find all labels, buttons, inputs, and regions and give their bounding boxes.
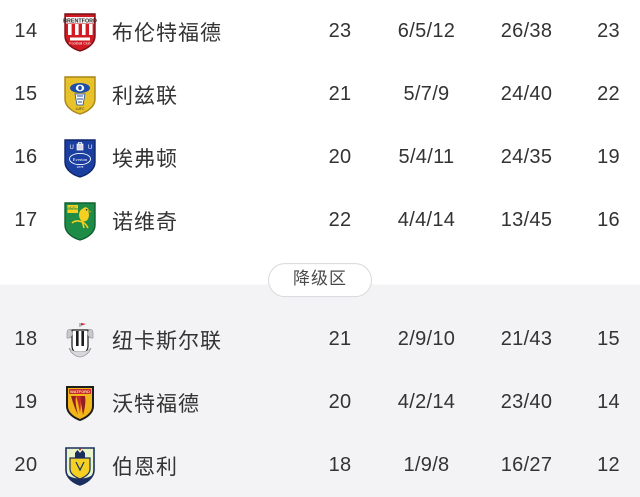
goals-for-against: 13/45	[500, 209, 553, 231]
newcastle-united-crest	[52, 320, 108, 360]
relegation-zone-badge: 降级区	[268, 263, 372, 297]
matches-played: 21	[328, 328, 352, 350]
svg-text:Everton: Everton	[73, 157, 88, 162]
win-draw-loss: 1/9/8	[403, 454, 450, 476]
win-draw-loss: 4/4/14	[397, 209, 456, 231]
table-row[interactable]: 16 U U Everton 1878 埃弗顿 20 5/4/11 24/35 …	[0, 126, 640, 189]
brentford-crest-svg: BRENTFORD Football Club	[63, 12, 97, 52]
team-name: 利兹联	[112, 84, 178, 108]
team-name: 纽卡斯尔联	[112, 329, 222, 353]
watford-crest: WATFORD	[52, 383, 108, 423]
svg-text:BRENTFORD: BRENTFORD	[63, 18, 97, 24]
points: 23	[597, 20, 620, 42]
win-draw-loss: 6/5/12	[397, 20, 456, 42]
svg-text:NCFC: NCFC	[68, 205, 77, 209]
table-row[interactable]: 17 NCFC 诺维奇 22 4/4/14 13/45 16	[0, 189, 640, 252]
win-draw-loss: 5/4/11	[398, 146, 455, 168]
leeds-united-crest-svg: LUFC	[64, 75, 96, 115]
svg-text:U: U	[70, 145, 74, 151]
rank-number: 19	[14, 391, 38, 413]
points: 14	[597, 391, 620, 413]
watford-crest-svg: WATFORD	[66, 385, 94, 421]
matches-played: 23	[328, 20, 352, 42]
brentford-crest: BRENTFORD Football Club	[52, 12, 108, 52]
rank-number: 20	[14, 454, 38, 476]
points: 12	[597, 454, 620, 476]
rank-number: 17	[14, 209, 38, 231]
team-name: 伯恩利	[112, 455, 178, 479]
team-name: 诺维奇	[112, 210, 178, 234]
table-row[interactable]: 20 伯恩利 18 1/9/8 16/27 12	[0, 434, 640, 497]
svg-text:U: U	[88, 145, 92, 151]
points: 22	[597, 83, 620, 105]
table-row[interactable]: 18 纽卡斯尔联 21 2/9/10 21/43 15	[0, 308, 640, 371]
svg-text:Football Club: Football Club	[69, 41, 90, 45]
matches-played: 21	[328, 83, 352, 105]
points: 16	[597, 209, 620, 231]
svg-text:LUFC: LUFC	[76, 107, 85, 111]
relegation-badge-wrapper: 降级区	[0, 263, 640, 297]
win-draw-loss: 2/9/10	[397, 328, 456, 350]
team-name: 沃特福德	[112, 392, 200, 416]
table-row[interactable]: 14 BRENTFORD Football Club 布伦特福德 23 6/5/…	[0, 0, 640, 63]
goals-for-against: 16/27	[500, 454, 553, 476]
rank-number: 18	[14, 328, 38, 350]
norwich-city-crest-svg: NCFC	[64, 201, 96, 241]
points: 19	[597, 146, 620, 168]
matches-played: 18	[328, 454, 352, 476]
rank-number: 14	[14, 20, 38, 42]
burnley-crest	[52, 446, 108, 486]
points: 15	[597, 328, 620, 350]
table-row[interactable]: 15 LUFC 利兹联 21 5/7/9 24/40 22	[0, 63, 640, 126]
goals-for-against: 26/38	[500, 20, 553, 42]
team-name: 布伦特福德	[112, 21, 222, 45]
everton-crest: U U Everton 1878	[52, 138, 108, 178]
svg-text:WATFORD: WATFORD	[70, 389, 90, 394]
goals-for-against: 23/40	[500, 391, 553, 413]
newcastle-united-crest-svg	[66, 322, 94, 357]
leeds-united-crest: LUFC	[52, 75, 108, 115]
norwich-city-crest: NCFC	[52, 201, 108, 241]
everton-crest-svg: U U Everton 1878	[64, 138, 96, 178]
table-row[interactable]: 19 WATFORD 沃特福德 20 4/2/14 23/40 14	[0, 371, 640, 434]
goals-for-against: 21/43	[500, 328, 553, 350]
matches-played: 20	[328, 391, 352, 413]
matches-played: 22	[328, 209, 352, 231]
relegation-divider: 降级区	[0, 252, 640, 308]
burnley-crest-svg	[65, 446, 95, 486]
goals-for-against: 24/35	[500, 146, 553, 168]
goals-for-against: 24/40	[500, 83, 553, 105]
win-draw-loss: 5/7/9	[403, 83, 450, 105]
svg-text:1878: 1878	[77, 165, 84, 169]
rank-number: 15	[14, 83, 38, 105]
win-draw-loss: 4/2/14	[397, 391, 456, 413]
team-name: 埃弗顿	[112, 147, 178, 171]
rank-number: 16	[14, 146, 38, 168]
matches-played: 20	[328, 146, 352, 168]
